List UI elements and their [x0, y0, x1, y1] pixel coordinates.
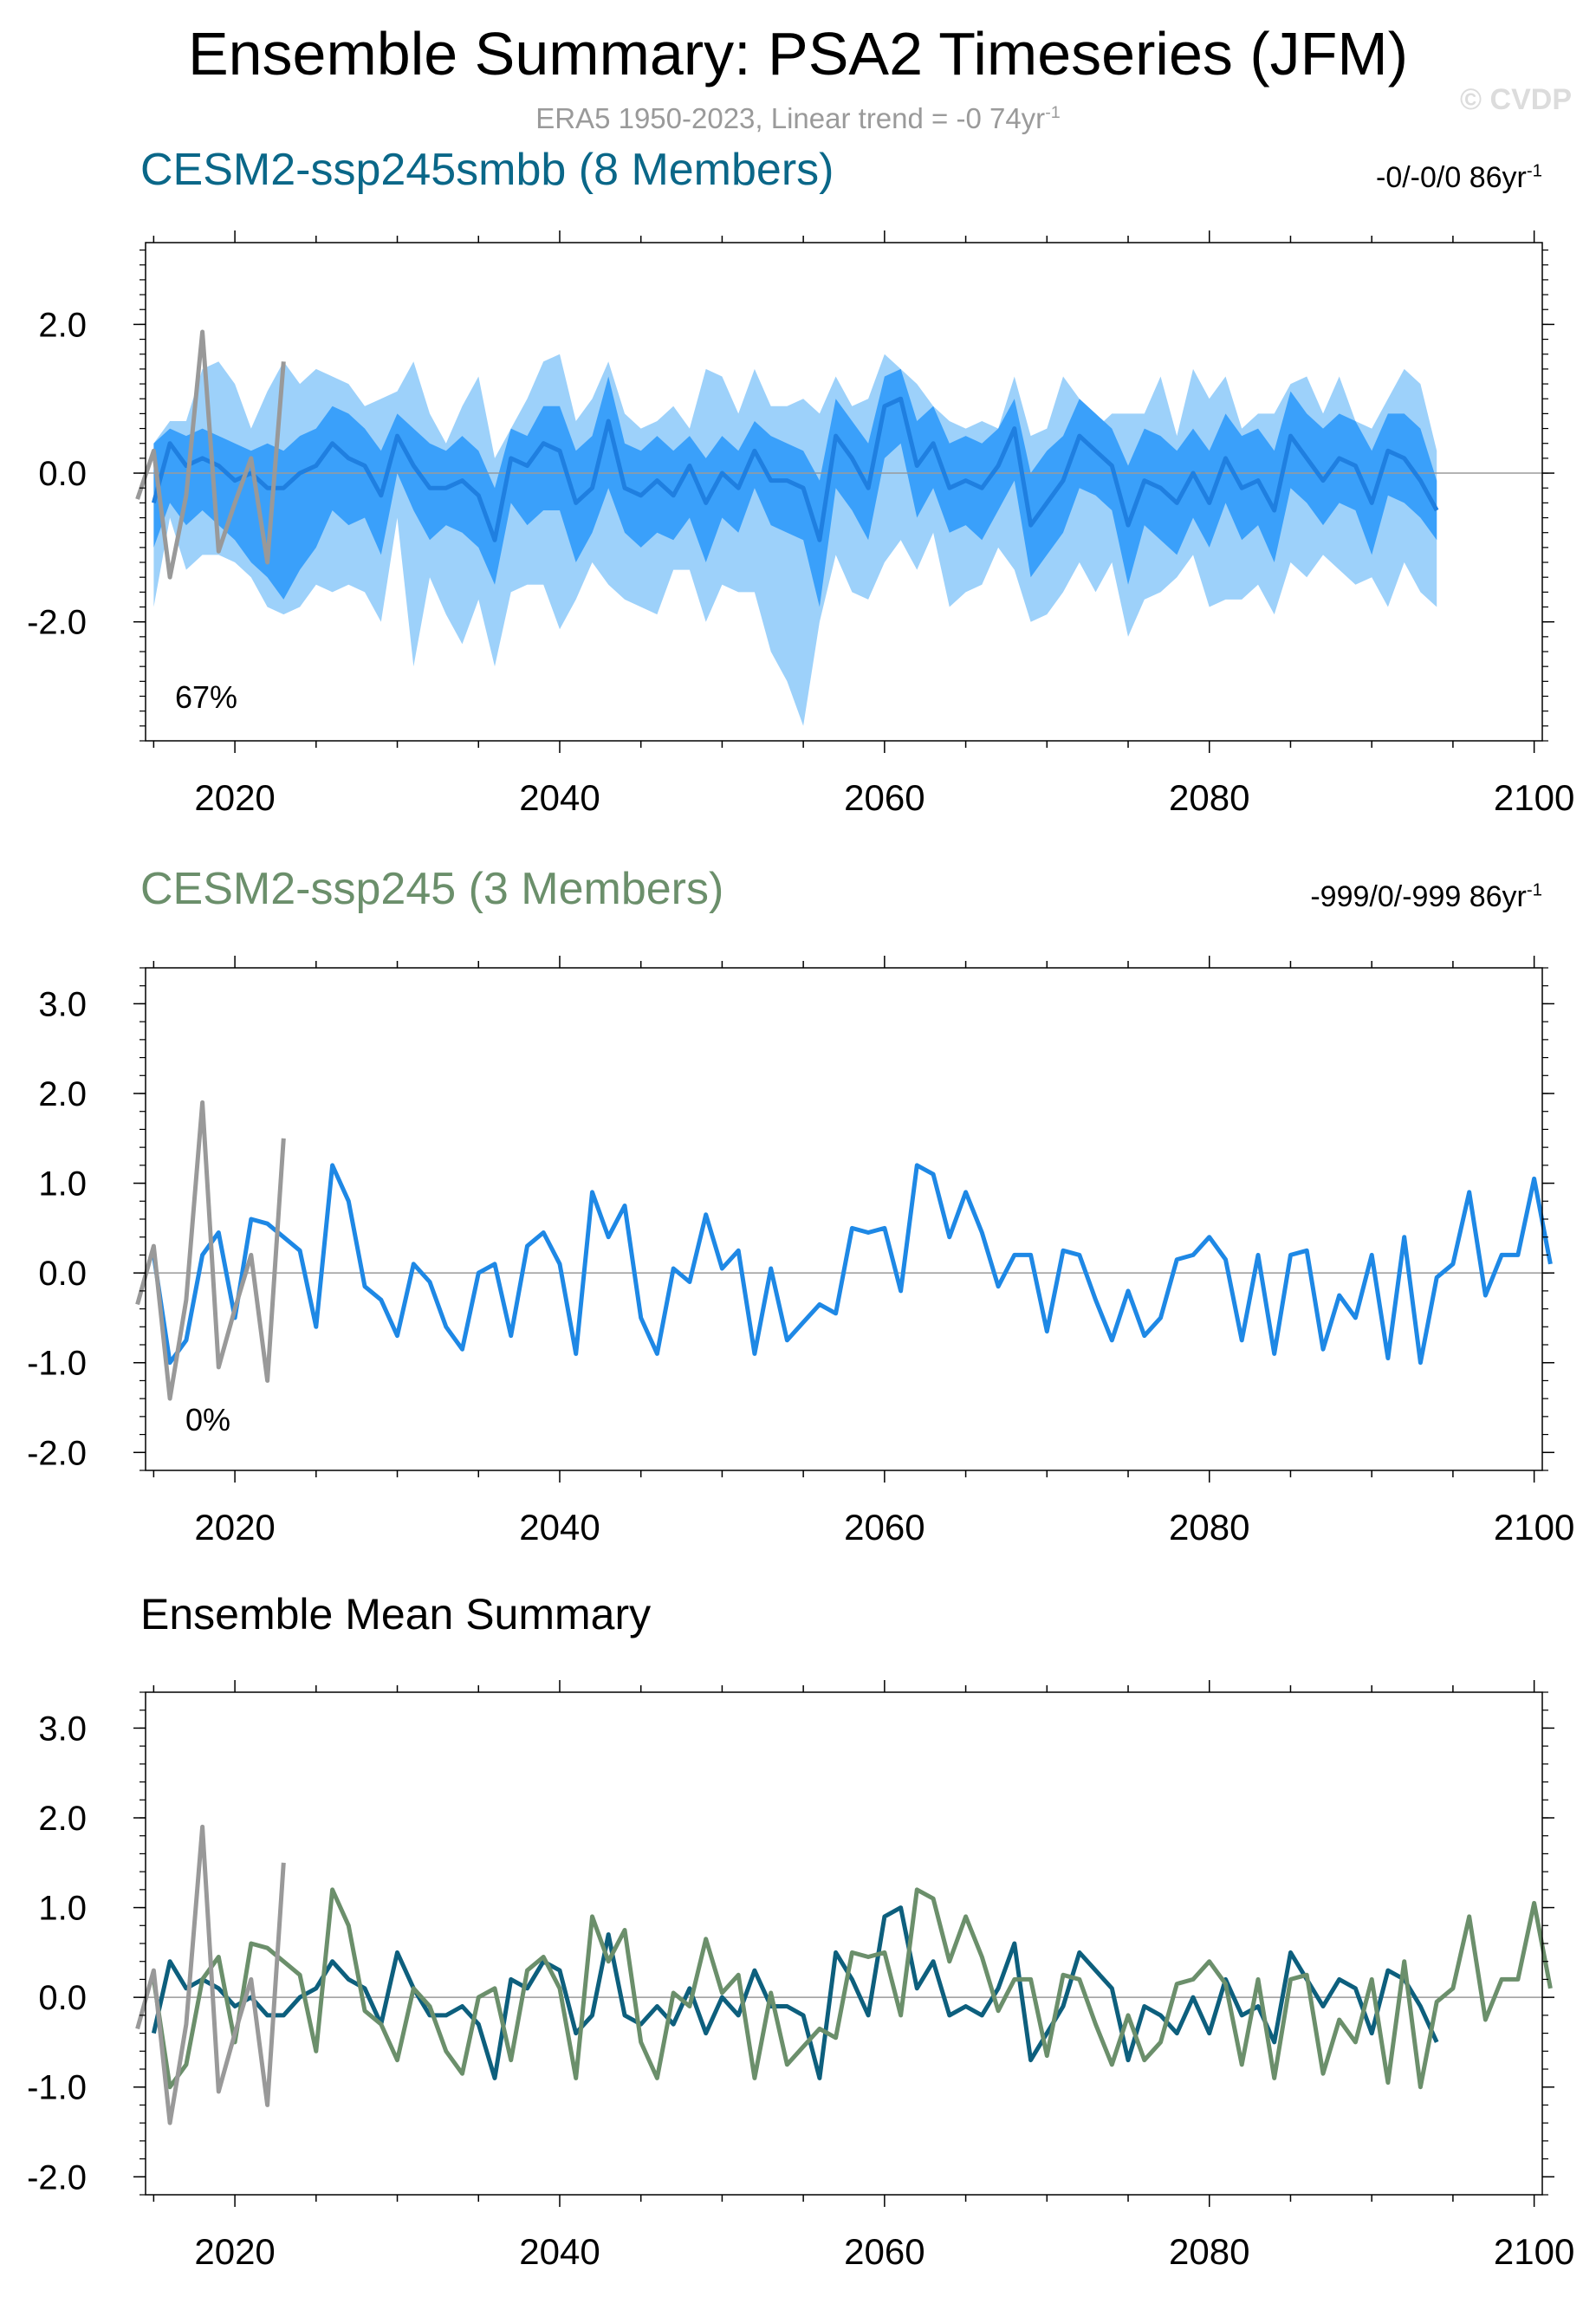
panel2-title: CESM2-ssp245 (3 Members) — [140, 864, 724, 914]
y-tick-label: -1.0 — [27, 1345, 87, 1383]
observations-line — [135, 1824, 286, 2125]
x-tick-label: 2020 — [194, 2231, 275, 2272]
subtitle: ERA5 1950-2023, Linear trend = -0 74yr-1 — [0, 102, 1596, 135]
panel1-trend-text: -0/-0/0 86yr — [1376, 161, 1527, 194]
series-line-cesm2-ssp245 — [151, 1887, 1553, 2090]
y-tick-label: -1.0 — [27, 2069, 87, 2107]
panel1-title: CESM2-ssp245smbb (8 Members) — [140, 145, 834, 195]
x-tick-label: 2040 — [519, 777, 600, 818]
y-tick-label: -2.0 — [27, 604, 87, 642]
y-tick-label: 1.0 — [38, 1165, 87, 1204]
panel2-trend: -999/0/-999 86yr-1 — [1310, 880, 1542, 914]
panel2-percent: 0% — [185, 1402, 231, 1437]
panel2-trend-text: -999/0/-999 86yr — [1310, 880, 1527, 913]
x-tick-label: 2020 — [194, 777, 275, 818]
x-tick-label: 2060 — [844, 1507, 925, 1548]
series-line-cesm2-ssp245smbb — [151, 1905, 1439, 2080]
panel1-chart: -2.0 0.0 2.0 2020 2040 2060 2080 2100 — [27, 230, 1574, 818]
y-tick-label: 2.0 — [38, 1800, 87, 1838]
ensemble-mean-line — [151, 396, 1439, 542]
x-tick-label: 2020 — [194, 1507, 275, 1548]
panel2-trend-sup: -1 — [1526, 880, 1542, 900]
x-tick-label: 2080 — [1169, 777, 1249, 818]
observations-line — [135, 1100, 286, 1401]
x-tick-label: 2060 — [844, 777, 925, 818]
subtitle-text: ERA5 1950-2023, Linear trend = -0 74yr — [535, 102, 1046, 134]
y-tick-label: -2.0 — [27, 2158, 87, 2196]
x-tick-label: 2100 — [1494, 777, 1574, 818]
y-tick-label: 0.0 — [38, 1979, 87, 2017]
plot-frame — [145, 967, 1543, 1471]
panel2-chart: -2.0 -1.0 0.0 1.0 2.0 3.0 2020 2040 2060 2080 2100 — [27, 956, 1574, 1548]
panel1-percent: 67% — [175, 679, 238, 715]
y-tick-label: 1.0 — [38, 1890, 87, 1928]
x-tick-label: 2100 — [1494, 1507, 1574, 1548]
x-tick-label: 2080 — [1169, 1507, 1249, 1548]
x-tick-label: 2040 — [519, 2231, 600, 2272]
y-tick-label: 3.0 — [38, 1710, 87, 1748]
y-tick-label: 2.0 — [38, 1075, 87, 1113]
x-tick-label: 2080 — [1169, 2231, 1249, 2272]
y-tick-label: 3.0 — [38, 985, 87, 1023]
cvdp-watermark: © CVDP — [1460, 83, 1572, 116]
panel1-trend: -0/-0/0 86yr-1 — [1376, 161, 1542, 195]
inner-spread-band — [153, 368, 1437, 607]
panel3-title: Ensemble Mean Summary — [140, 1590, 652, 1638]
plot-frame — [145, 1691, 1543, 2196]
y-tick-label: -2.0 — [27, 1434, 87, 1472]
series-line-cesm2-ssp245 — [151, 1163, 1553, 1366]
outer-spread-band — [153, 354, 1437, 726]
panel3-chart: -2.0 -1.0 0.0 1.0 2.0 3.0 2020 2040 2060 2080 2100 — [27, 1680, 1574, 2272]
main-title: Ensemble Summary: PSA2 Timeseries (JFM) — [187, 20, 1409, 88]
subtitle-sup: -1 — [1045, 103, 1061, 122]
panel1-trend-sup: -1 — [1526, 161, 1542, 181]
x-tick-label: 2100 — [1494, 2231, 1574, 2272]
x-tick-label: 2040 — [519, 1507, 600, 1548]
plot-frame — [145, 242, 1543, 742]
x-tick-label: 2060 — [844, 2231, 925, 2272]
y-tick-label: 2.0 — [38, 306, 87, 344]
observations-line — [135, 329, 286, 580]
y-tick-label: 0.0 — [38, 1255, 87, 1293]
y-tick-label: 0.0 — [38, 455, 87, 493]
